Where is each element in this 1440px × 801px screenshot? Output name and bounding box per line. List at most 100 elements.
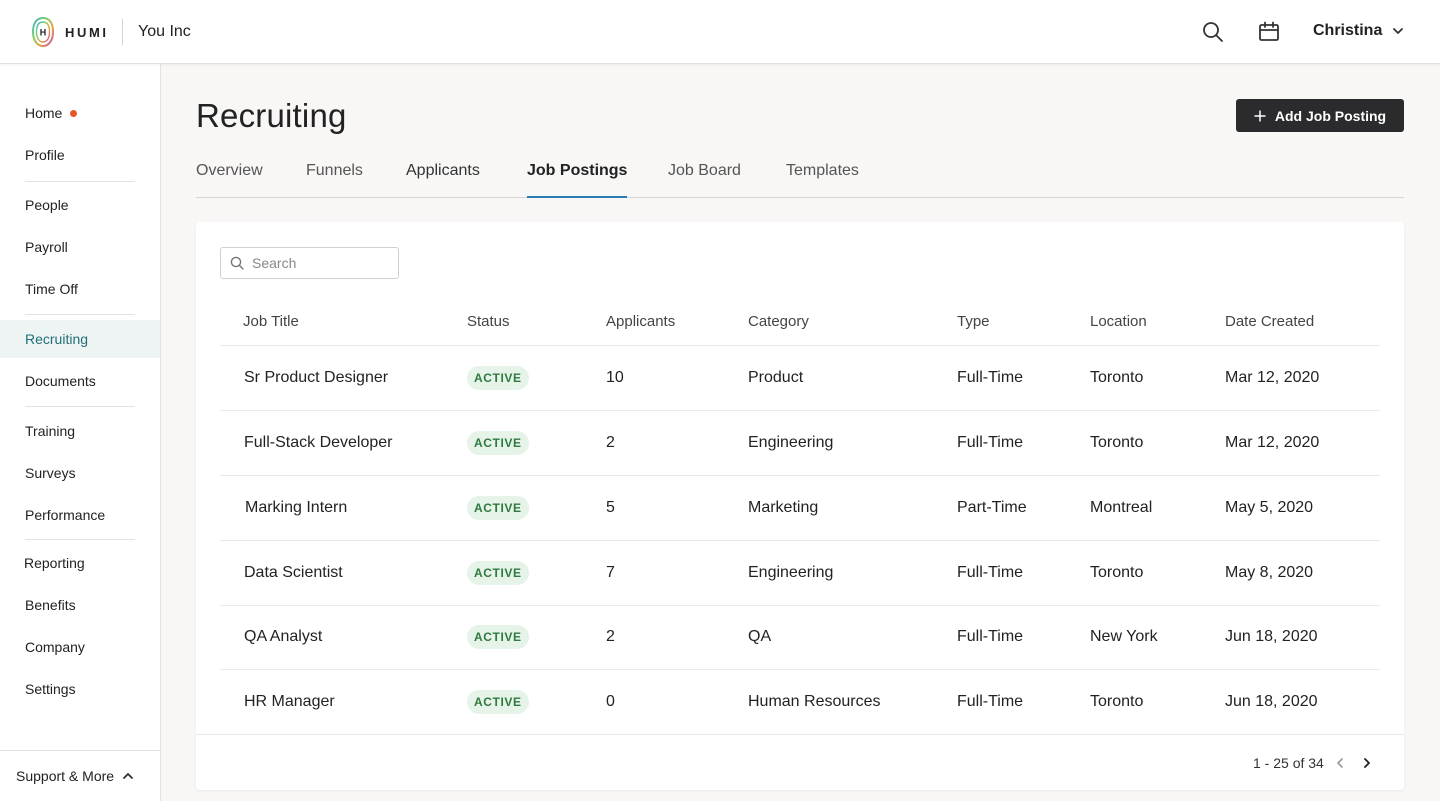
sidebar-item-documents[interactable]: Documents (0, 362, 160, 400)
chevron-up-icon (123, 773, 133, 779)
sidebar-item-home[interactable]: Home (0, 94, 160, 132)
sidebar-item-label: Home (25, 105, 63, 121)
sidebar-item-label: Benefits (25, 597, 76, 613)
table-header: Job Title Status Applicants Category Typ… (220, 302, 1380, 346)
sidebar-item-payroll[interactable]: Payroll (0, 228, 160, 266)
column-header-date-created[interactable]: Date Created (1225, 313, 1315, 330)
applicants-cell: 7 (606, 564, 615, 581)
column-header-status[interactable]: Status (467, 313, 510, 330)
sidebar-item-label: Time Off (25, 281, 78, 297)
sidebar-item-label: Surveys (25, 465, 76, 481)
company-name: You Inc (138, 23, 191, 40)
column-header-location[interactable]: Location (1090, 313, 1147, 330)
status-badge: ACTIVE (467, 561, 529, 585)
table-row[interactable]: Marking Intern ACTIVE 5 Marketing Part-T… (220, 476, 1380, 541)
tab-funnels[interactable]: Funnels (306, 162, 363, 179)
column-header-applicants[interactable]: Applicants (606, 313, 676, 330)
applicants-cell: 2 (606, 628, 615, 645)
chevron-down-icon (1393, 28, 1404, 34)
search-box (220, 247, 399, 279)
sidebar-item-label: Training (25, 423, 76, 439)
table-row[interactable]: HR Manager ACTIVE 0 Human Resources Full… (220, 670, 1380, 735)
sidebar-item-label: People (25, 197, 69, 213)
notification-dot (70, 109, 78, 117)
sidebar-item-benefits[interactable]: Benefits (0, 586, 160, 624)
column-header-type[interactable]: Type (957, 313, 990, 330)
job-title-cell: Sr Product Designer (244, 369, 389, 386)
search-icon (230, 256, 244, 270)
sidebar-item-label: Company (25, 639, 85, 655)
table-row[interactable]: QA Analyst ACTIVE 2 QA Full-Time New Yor… (220, 605, 1380, 670)
sidebar-item-performance[interactable]: Performance (0, 496, 160, 534)
table-row[interactable]: Data Scientist ACTIVE 7 Engineering Full… (220, 541, 1380, 606)
table-row[interactable]: Full-Stack Developer ACTIVE 2 Engineerin… (220, 411, 1380, 476)
category-cell: Marketing (748, 499, 819, 516)
sidebar-item-training[interactable]: Training (0, 412, 160, 450)
sidebar-item-label: Documents (25, 373, 96, 389)
job-postings-card: Job Title Status Applicants Category Typ… (196, 222, 1404, 790)
previous-page-button[interactable] (1332, 755, 1348, 771)
humi-logo[interactable]: H HUMI (31, 16, 109, 48)
svg-text:H: H (40, 28, 47, 38)
sidebar-item-surveys[interactable]: Surveys (0, 454, 160, 492)
tab-templates[interactable]: Templates (786, 162, 859, 179)
sidebar-item-label: Payroll (25, 239, 68, 255)
category-cell: Engineering (748, 434, 834, 451)
location-cell: Montreal (1090, 499, 1153, 516)
column-header-job-title[interactable]: Job Title (243, 313, 299, 330)
tab-applicants[interactable]: Applicants (406, 162, 480, 179)
applicants-cell: 0 (606, 693, 615, 710)
category-cell: Human Resources (748, 693, 881, 710)
category-cell: Product (748, 369, 804, 386)
job-title-cell: Full-Stack Developer (244, 434, 393, 451)
sidebar-item-settings[interactable]: Settings (0, 670, 160, 708)
type-cell: Full-Time (957, 434, 1024, 451)
sidebar-divider (25, 181, 135, 182)
tab-job-board[interactable]: Job Board (668, 162, 741, 179)
add-job-posting-button[interactable]: Add Job Posting (1236, 99, 1404, 132)
header-divider (122, 19, 123, 45)
sidebar: Home Profile People Payroll Time Off Rec… (0, 64, 161, 801)
search-button[interactable] (1201, 20, 1225, 44)
category-cell: QA (748, 628, 772, 645)
sidebar-item-company[interactable]: Company (0, 628, 160, 666)
type-cell: Full-Time (957, 564, 1024, 581)
category-cell: Engineering (748, 564, 834, 581)
sidebar-item-time-off[interactable]: Time Off (0, 270, 160, 308)
chevron-right-icon (1364, 758, 1370, 768)
status-badge: ACTIVE (467, 431, 529, 455)
location-cell: New York (1090, 628, 1158, 645)
next-page-button[interactable] (1359, 755, 1375, 771)
user-menu[interactable]: Christina (1313, 22, 1404, 40)
status-badge: ACTIVE (467, 625, 529, 649)
search-input[interactable] (252, 255, 392, 271)
type-cell: Full-Time (957, 693, 1024, 710)
type-cell: Full-Time (957, 628, 1024, 645)
support-menu-button[interactable]: Support & More (0, 750, 160, 801)
logo-wordmark: HUMI (65, 24, 109, 40)
sidebar-item-profile[interactable]: Profile (0, 136, 160, 174)
sidebar-item-recruiting[interactable]: Recruiting (0, 320, 160, 358)
plus-icon (1254, 110, 1266, 121)
date-cell: May 5, 2020 (1225, 499, 1314, 516)
tab-overview[interactable]: Overview (196, 162, 263, 179)
date-cell: Mar 12, 2020 (1225, 369, 1320, 386)
column-header-category[interactable]: Category (748, 313, 809, 330)
humi-logo-icon: H (31, 16, 55, 48)
status-badge: ACTIVE (467, 690, 529, 714)
table-row[interactable]: Sr Product Designer ACTIVE 10 Product Fu… (220, 346, 1380, 411)
user-name: Christina (1313, 22, 1383, 39)
top-bar: H HUMI You Inc Christina (0, 0, 1440, 64)
applicants-cell: 10 (606, 369, 624, 386)
job-title-cell: HR Manager (244, 693, 335, 710)
sidebar-item-reporting[interactable]: Reporting (0, 544, 160, 582)
sidebar-item-label: Performance (25, 507, 106, 523)
sidebar-item-people[interactable]: People (0, 186, 160, 224)
location-cell: Toronto (1090, 564, 1144, 581)
job-title-cell: Marking Intern (245, 499, 348, 516)
sidebar-divider (25, 406, 135, 407)
tab-job-postings[interactable]: Job Postings (527, 160, 628, 198)
date-cell: Jun 18, 2020 (1225, 628, 1318, 645)
location-cell: Toronto (1090, 693, 1144, 710)
calendar-button[interactable] (1257, 20, 1281, 44)
